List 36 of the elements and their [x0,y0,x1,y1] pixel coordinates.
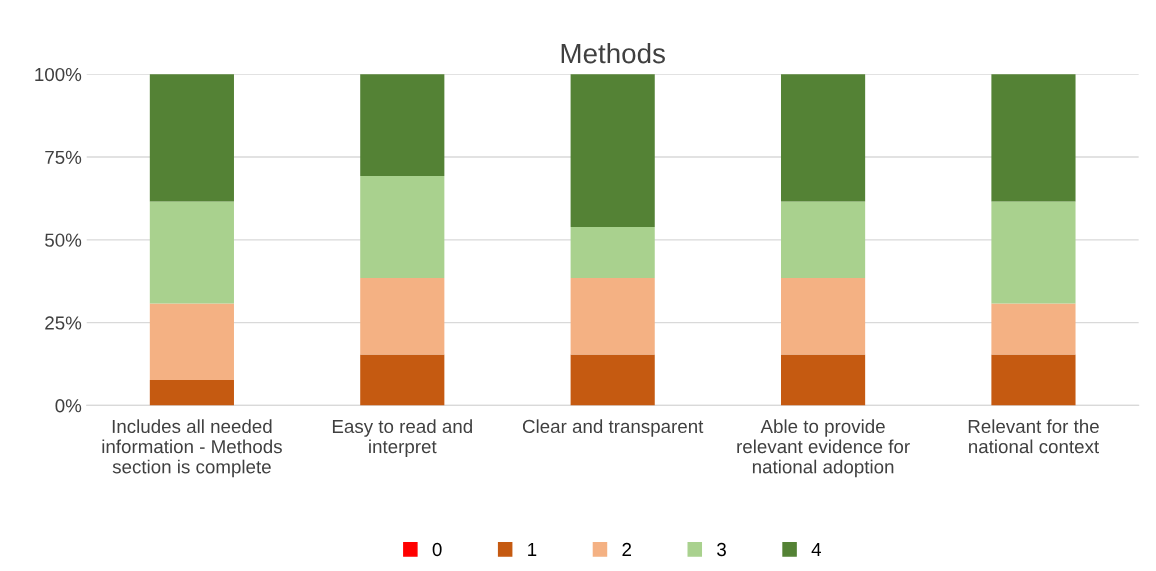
legend-label: 2 [622,542,632,556]
bar [360,175,445,278]
bar [991,74,1076,202]
legend-label: 1 [528,543,537,556]
x-tick-label: Clear and transparent [522,419,704,437]
x-tick-label: Includes all needed information - Methods section is complete [102,419,282,478]
y-tick-label: 100% [35,67,82,82]
bar [780,74,866,202]
bar [360,74,445,176]
bar [570,277,655,355]
y-tick-label: 50% [45,233,82,247]
bar [780,354,866,406]
bar [149,303,234,380]
bar [570,354,655,406]
bar [360,354,445,406]
x-tick-label: Easy to read and interpret [332,419,472,457]
bar [360,277,445,355]
bar [149,379,234,406]
legend-label: 0 [432,542,442,557]
bar [780,277,866,355]
y-tick-label: 0% [55,399,82,413]
chart-title: Methods [561,42,665,64]
bar [570,226,655,278]
bar [780,201,866,278]
legend-label: 4 [811,543,822,556]
x-tick-label: Able to provide relevant evidence for national adoption [737,419,910,478]
x-tick-label: Relevant for the national context [968,419,1099,454]
bar [149,74,234,202]
bar [570,74,655,227]
y-tick-label: 75% [45,150,82,164]
bar [991,354,1076,406]
y-tick-label: 25% [45,316,82,330]
bar [991,201,1076,304]
bar [991,303,1076,355]
bar [149,201,234,304]
legend-label: 3 [717,542,726,557]
